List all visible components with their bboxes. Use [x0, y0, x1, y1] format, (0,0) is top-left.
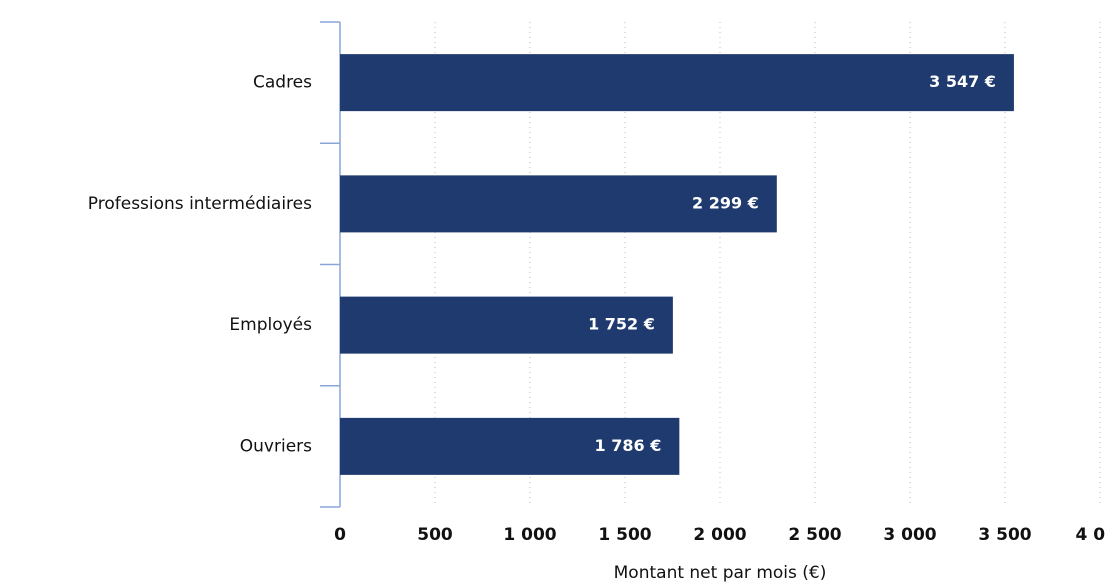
x-axis-title: Montant net par mois (€) — [614, 563, 827, 583]
bar — [340, 296, 673, 354]
bar — [340, 175, 777, 233]
bar — [340, 54, 1014, 112]
y-tick-label: Ouvriers — [240, 436, 312, 456]
value-label: 1 752 € — [588, 315, 655, 334]
x-tick-label: 3 500 — [978, 525, 1031, 545]
x-tick-label: 3 000 — [883, 525, 936, 545]
y-tick-label: Employés — [229, 315, 312, 335]
x-tick-label: 2 000 — [693, 525, 746, 545]
x-tick-label: 2 500 — [788, 525, 841, 545]
value-label: 1 786 € — [595, 436, 662, 455]
bar — [340, 417, 680, 475]
x-tick-label: 4 0... — [1076, 525, 1106, 545]
x-tick-label: 0 — [334, 525, 346, 545]
value-label: 2 299 € — [692, 193, 759, 212]
x-tick-label: 1 000 — [503, 525, 556, 545]
y-tick-label: Professions intermédiaires — [88, 194, 312, 214]
x-tick-label: 1 500 — [598, 525, 651, 545]
y-tick-label: Cadres — [253, 73, 312, 93]
value-label: 3 547 € — [929, 72, 996, 91]
x-tick-label: 500 — [417, 525, 453, 545]
